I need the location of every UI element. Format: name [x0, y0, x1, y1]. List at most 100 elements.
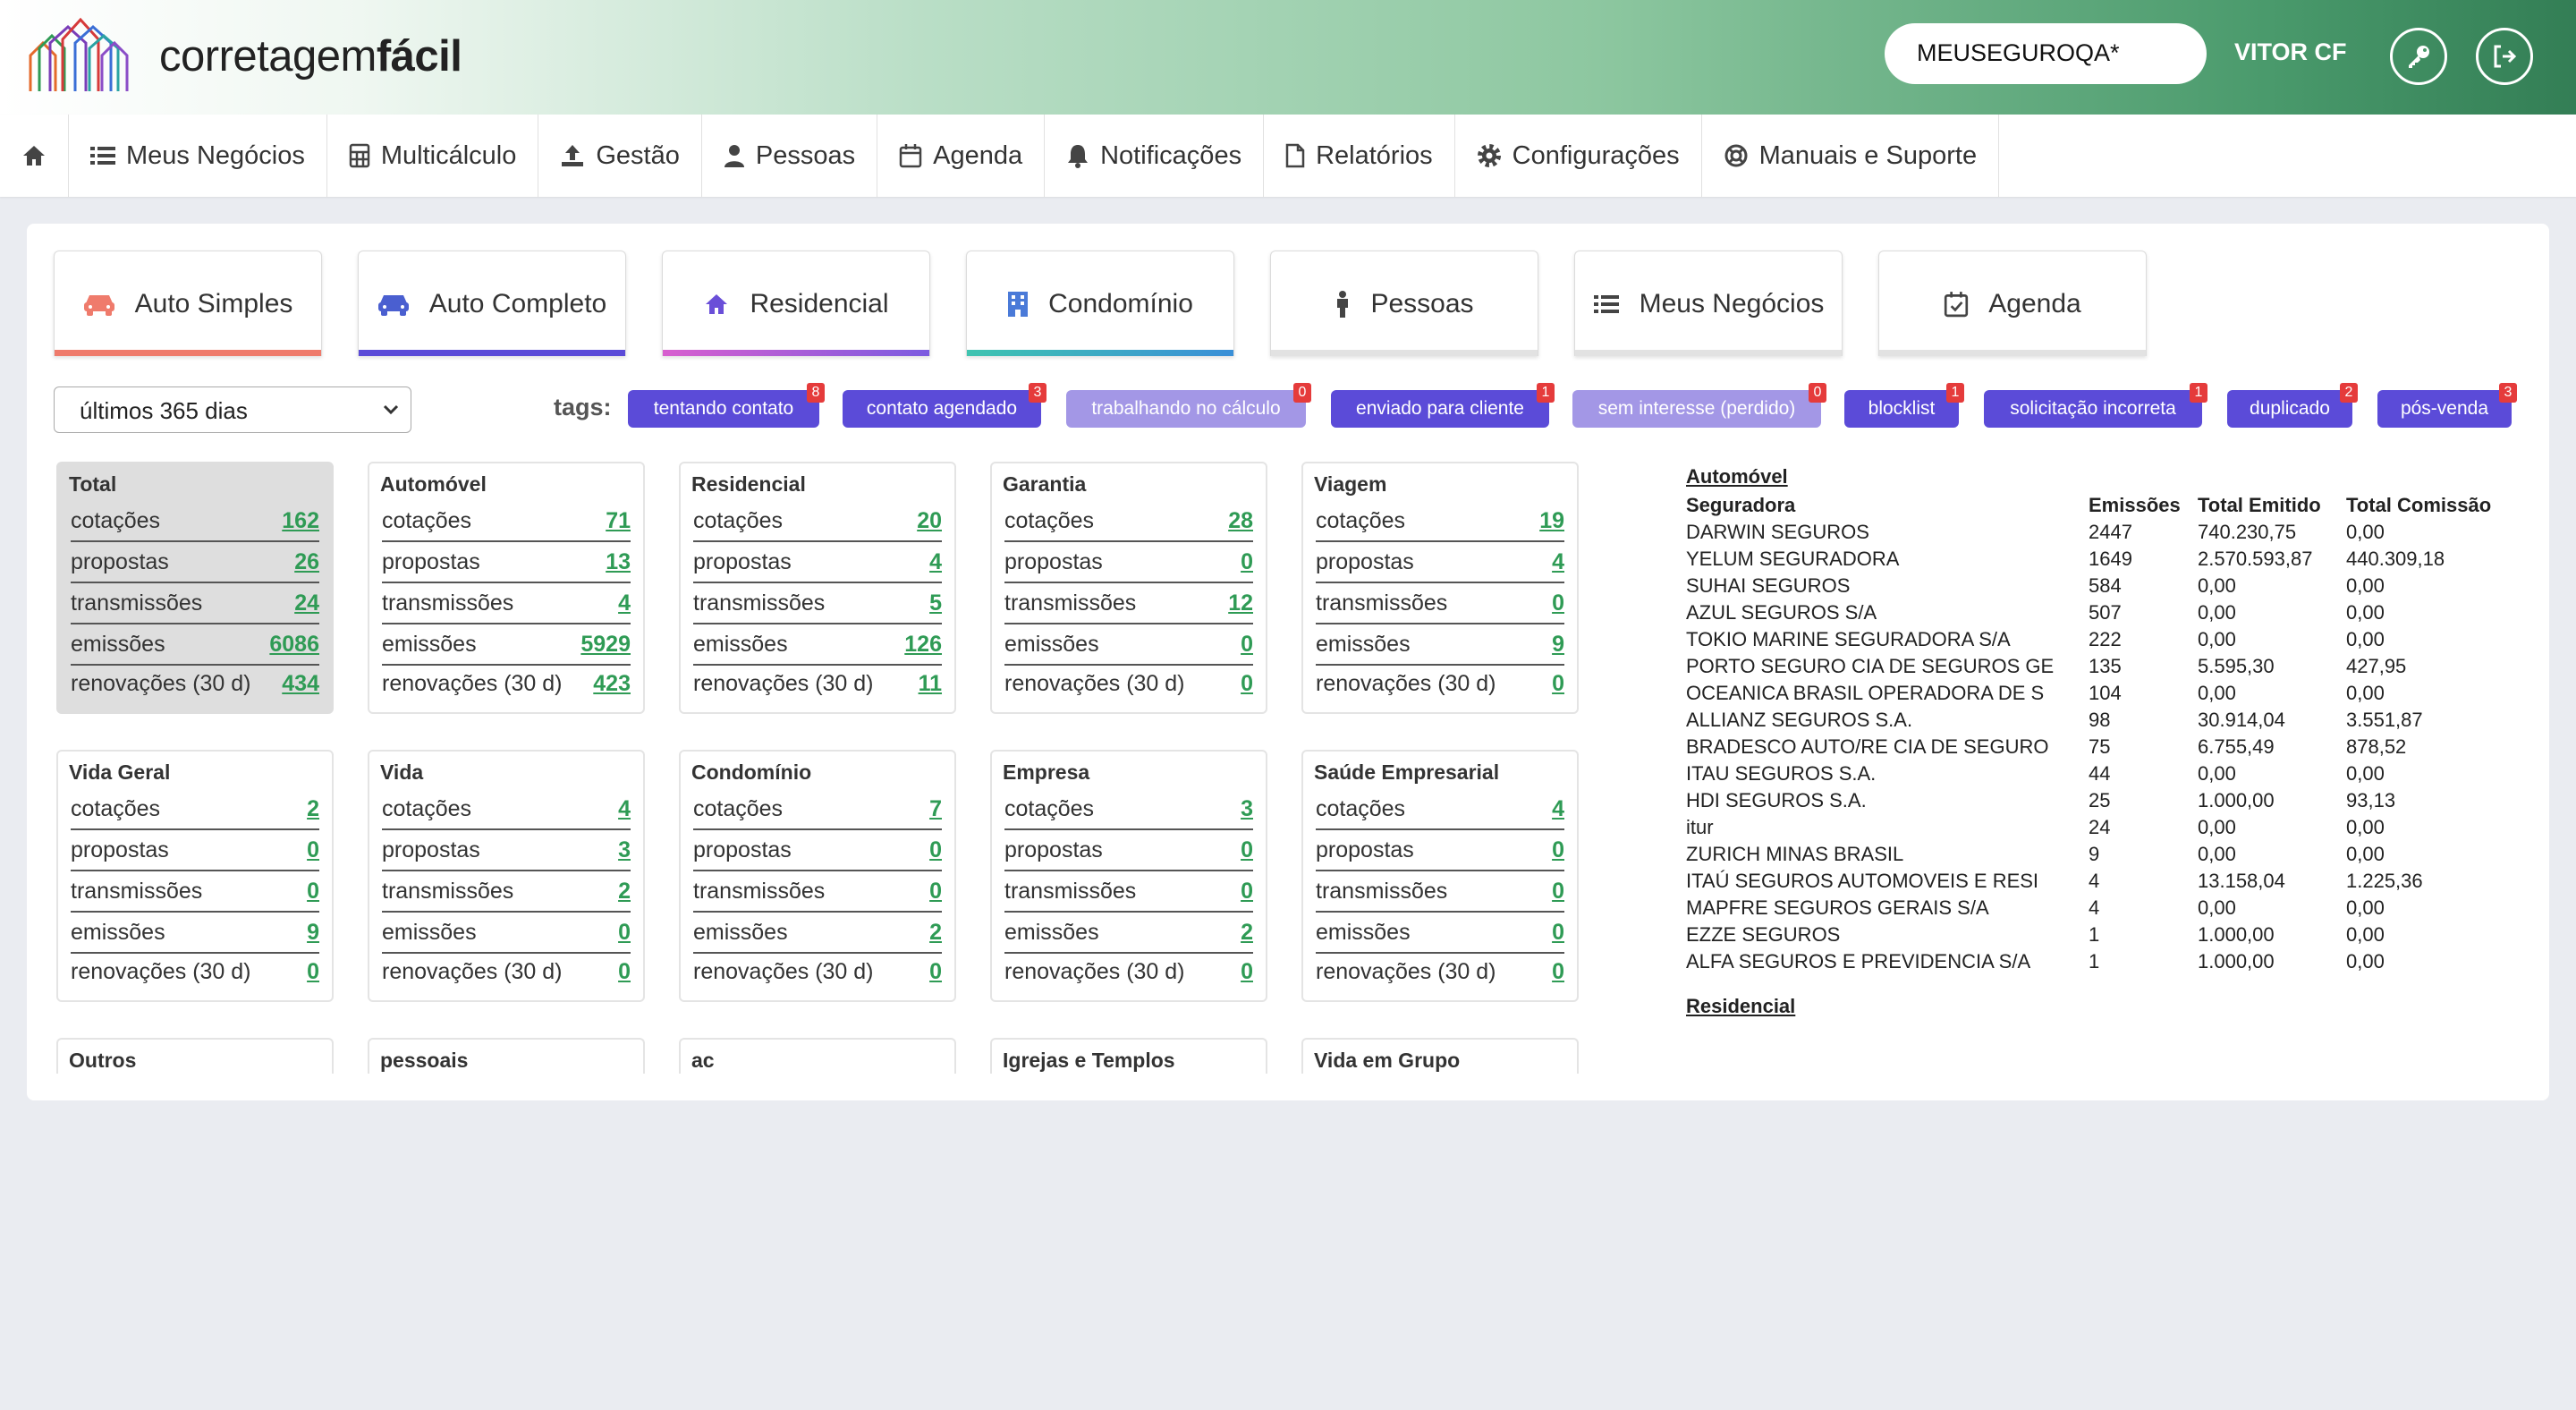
nav-gestao[interactable]: Gestão — [538, 115, 702, 197]
stat-value-link[interactable]: 4 — [1552, 795, 1564, 821]
logout-button[interactable] — [2476, 28, 2533, 85]
stat-row: transmissões 0 — [71, 871, 319, 913]
stat-value-link[interactable]: 0 — [929, 837, 942, 862]
nav-multicalculo[interactable]: Multicálculo — [327, 115, 539, 197]
stat-value-link[interactable]: 4 — [1552, 548, 1564, 574]
stat-value-link[interactable]: 2 — [618, 878, 631, 904]
stat-value-link[interactable]: 162 — [282, 507, 319, 533]
insurers-section-title[interactable]: Automóvel — [1686, 465, 1788, 488]
stat-value-link[interactable]: 0 — [618, 958, 631, 984]
nav-home[interactable] — [0, 115, 69, 197]
stat-value-link[interactable]: 0 — [1241, 631, 1253, 657]
stat-value-link[interactable]: 19 — [1539, 507, 1564, 533]
tag-count-badge: 2 — [2340, 383, 2358, 403]
stat-value-link[interactable]: 5 — [929, 590, 942, 616]
tag-chip[interactable]: solicitação incorreta 1 — [1984, 383, 2207, 428]
stat-value-link[interactable]: 26 — [294, 548, 319, 574]
stat-value-link[interactable]: 20 — [917, 507, 942, 533]
person-icon — [1337, 290, 1349, 318]
tag-chip[interactable]: contato agendado 3 — [843, 383, 1046, 428]
tag-chip[interactable]: enviado para cliente 1 — [1331, 383, 1555, 428]
stat-value-link[interactable]: 12 — [1228, 590, 1253, 616]
stat-value-link[interactable]: 0 — [1552, 670, 1564, 696]
brand-name: corretagemfácil — [159, 32, 462, 81]
stat-value-link[interactable]: 13 — [606, 548, 631, 574]
tag-chip[interactable]: tentando contato 8 — [628, 383, 825, 428]
stat-value-link[interactable]: 3 — [618, 837, 631, 862]
stat-value-link[interactable]: 0 — [929, 958, 942, 984]
tag-chip[interactable]: blocklist 1 — [1844, 383, 1964, 428]
stat-value-link[interactable]: 4 — [618, 795, 631, 821]
stat-value-link[interactable]: 0 — [1552, 590, 1564, 616]
nav-configuracoes[interactable]: Configurações — [1455, 115, 1702, 197]
stat-label: emissões — [382, 631, 477, 657]
stat-value-link[interactable]: 0 — [1241, 878, 1253, 904]
quick-tab-agenda[interactable]: Agenda — [1878, 251, 2147, 356]
company-selector[interactable]: MEUSEGUROQA* — [1885, 23, 2207, 84]
stat-value-link[interactable]: 0 — [929, 878, 942, 904]
stat-value-link[interactable]: 24 — [294, 590, 319, 616]
stat-value-link[interactable]: 0 — [1552, 919, 1564, 945]
tag-chip[interactable]: duplicado 2 — [2227, 383, 2358, 428]
tag-chip[interactable]: trabalhando no cálculo 0 — [1066, 383, 1311, 428]
stat-value-link[interactable]: 0 — [1552, 958, 1564, 984]
nav-manuais-suporte[interactable]: Manuais e Suporte — [1702, 115, 2000, 197]
table-row: HDI SEGUROS S.A. 25 1.000,00 93,13 — [1686, 787, 2525, 814]
stat-value-link[interactable]: 0 — [1241, 670, 1253, 696]
quick-tab-residencial[interactable]: Residencial — [662, 251, 930, 356]
stat-label: emissões — [1004, 919, 1099, 945]
quick-tab-auto-simples[interactable]: Auto Simples — [54, 251, 322, 356]
stat-value-link[interactable]: 7 — [929, 795, 942, 821]
nav-label: Meus Negócios — [126, 140, 305, 170]
quick-tab-meus-negocios[interactable]: Meus Negócios — [1574, 251, 1843, 356]
stat-label: emissões — [693, 631, 788, 657]
stat-value-link[interactable]: 2 — [307, 795, 319, 821]
period-select[interactable]: últimos 365 dias — [54, 386, 411, 433]
stat-row: cotações 4 — [382, 789, 631, 830]
stat-label: cotações — [1004, 795, 1095, 821]
quick-tab-pessoas[interactable]: Pessoas — [1270, 251, 1538, 356]
logo[interactable]: corretagemfácil — [25, 16, 462, 97]
stat-value-link[interactable]: 0 — [307, 878, 319, 904]
stat-value-link[interactable]: 0 — [1241, 837, 1253, 862]
nav-agenda[interactable]: Agenda — [877, 115, 1046, 197]
tag-chip[interactable]: pós-venda 3 — [2377, 383, 2517, 428]
stat-value-link[interactable]: 0 — [307, 958, 319, 984]
stat-value-link[interactable]: 5929 — [580, 631, 631, 657]
quick-tab-auto-completo[interactable]: Auto Completo — [358, 251, 626, 356]
stat-value-link[interactable]: 3 — [1241, 795, 1253, 821]
key-icon — [2409, 46, 2429, 68]
stat-row: transmissões 4 — [382, 583, 631, 624]
stat-value-link[interactable]: 9 — [307, 919, 319, 945]
stat-value-link[interactable]: 0 — [307, 837, 319, 862]
stat-value-link[interactable]: 11 — [918, 670, 942, 696]
quick-tab-condominio[interactable]: Condomínio — [966, 251, 1234, 356]
stat-value-link[interactable]: 4 — [618, 590, 631, 616]
quick-tab-label: Agenda — [1988, 288, 2081, 319]
stat-label: cotações — [382, 507, 472, 533]
nav-pessoas[interactable]: Pessoas — [702, 115, 878, 197]
stat-value-link[interactable]: 0 — [1552, 837, 1564, 862]
stat-value-link[interactable]: 4 — [929, 548, 942, 574]
stat-value-link[interactable]: 0 — [1241, 958, 1253, 984]
stat-value-link[interactable]: 126 — [904, 631, 942, 657]
stat-value-link[interactable]: 0 — [618, 919, 631, 945]
stat-value-link[interactable]: 9 — [1552, 631, 1564, 657]
user-name[interactable]: VITOR CF — [2234, 38, 2347, 65]
insurers-next-section-title[interactable]: Residencial — [1686, 995, 1796, 1017]
stat-value-link[interactable]: 434 — [282, 670, 319, 696]
key-button[interactable] — [2390, 28, 2447, 85]
stat-value-link[interactable]: 2 — [1241, 919, 1253, 945]
table-cell: 0,00 — [2346, 574, 2385, 597]
stat-value-link[interactable]: 6086 — [269, 631, 319, 657]
stat-value-link[interactable]: 2 — [929, 919, 942, 945]
stat-value-link[interactable]: 0 — [1552, 878, 1564, 904]
stat-value-link[interactable]: 0 — [1241, 548, 1253, 574]
stat-value-link[interactable]: 423 — [593, 670, 631, 696]
nav-relatorios[interactable]: Relatórios — [1264, 115, 1455, 197]
stat-value-link[interactable]: 71 — [606, 507, 631, 533]
nav-notificacoes[interactable]: Notificações — [1045, 115, 1265, 197]
nav-meus-negocios[interactable]: Meus Negócios — [69, 115, 327, 197]
tag-chip[interactable]: sem interesse (perdido) 0 — [1572, 383, 1826, 428]
stat-value-link[interactable]: 28 — [1228, 507, 1253, 533]
